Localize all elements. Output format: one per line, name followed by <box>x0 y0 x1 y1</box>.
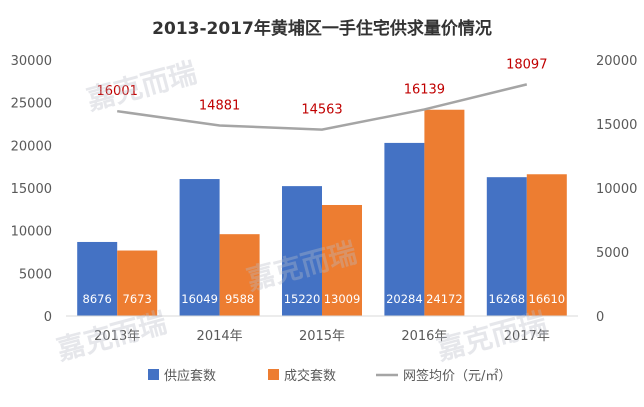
legend-swatch <box>268 369 279 380</box>
bar-data-label: 7673 <box>123 292 152 306</box>
x-tick-label: 2014年 <box>197 329 243 344</box>
bar-data-label: 16610 <box>529 292 566 306</box>
y-left-tick-label: 30000 <box>11 54 52 69</box>
y-left-tick-label: 0 <box>44 310 52 325</box>
y-left-tick-label: 10000 <box>11 225 52 240</box>
bars-layer: 8676 16049 15220 20284 16268 7673 9588 13009 241… <box>77 109 567 316</box>
legend-swatch <box>148 369 159 380</box>
bar <box>117 250 158 316</box>
line-data-label: 14563 <box>301 103 342 118</box>
y-right-tick-label: 10000 <box>596 182 637 197</box>
bar <box>77 241 118 316</box>
line-layer: 16001 14881 14563 16139 18097 <box>97 57 547 131</box>
axes-layer: 0 5000 10000 15000 20000 25000 30000 0 5000 10000… <box>11 54 638 344</box>
x-tick-label: 2013年 <box>94 329 140 344</box>
bar-data-label: 24172 <box>426 292 463 306</box>
legend-label: 网签均价（元/㎡） <box>403 368 511 384</box>
line-data-label: 16139 <box>404 82 445 97</box>
y-left-tick-label: 15000 <box>11 182 52 197</box>
bar <box>526 174 567 316</box>
bar <box>384 142 425 316</box>
line-data-label: 14881 <box>199 99 240 114</box>
y-right-tick-label: 5000 <box>596 246 629 261</box>
svg-text:嘉克而瑞: 嘉克而瑞 <box>83 56 200 117</box>
legend-label: 成交套数 <box>284 368 336 384</box>
legend-label: 供应套数 <box>164 368 216 384</box>
y-left-tick-label: 20000 <box>11 139 52 154</box>
line-data-label: 16001 <box>97 84 138 99</box>
y-right-tick-label: 0 <box>596 310 604 325</box>
bar <box>219 234 260 316</box>
y-right-tick-label: 15000 <box>596 118 637 133</box>
x-tick-label: 2015年 <box>299 329 345 344</box>
x-tick-label: 2017年 <box>504 329 550 344</box>
y-left-tick-label: 25000 <box>11 97 52 112</box>
bar-data-label: 13009 <box>324 292 361 306</box>
x-tick-label: 2016年 <box>401 329 447 344</box>
bar-data-label: 8676 <box>83 292 112 306</box>
bar <box>486 177 527 316</box>
chart-title: 2013-2017年黄埔区一手住宅供求量价情况 <box>152 18 492 39</box>
bar-data-label: 20284 <box>386 292 423 306</box>
legend: 供应套数 成交套数 网签均价（元/㎡） <box>148 368 511 384</box>
bar-data-label: 16049 <box>181 292 218 306</box>
price-line <box>117 83 528 131</box>
bar <box>282 186 322 316</box>
bar <box>179 179 220 316</box>
y-right-tick-label: 20000 <box>596 54 637 69</box>
line-data-label: 18097 <box>506 57 547 72</box>
y-left-tick-label: 5000 <box>19 267 52 282</box>
bar <box>322 204 362 316</box>
bar-data-label: 15220 <box>284 292 321 306</box>
bar-data-label: 9588 <box>225 292 254 306</box>
bar-data-label: 16268 <box>489 292 526 306</box>
bar <box>424 109 465 316</box>
